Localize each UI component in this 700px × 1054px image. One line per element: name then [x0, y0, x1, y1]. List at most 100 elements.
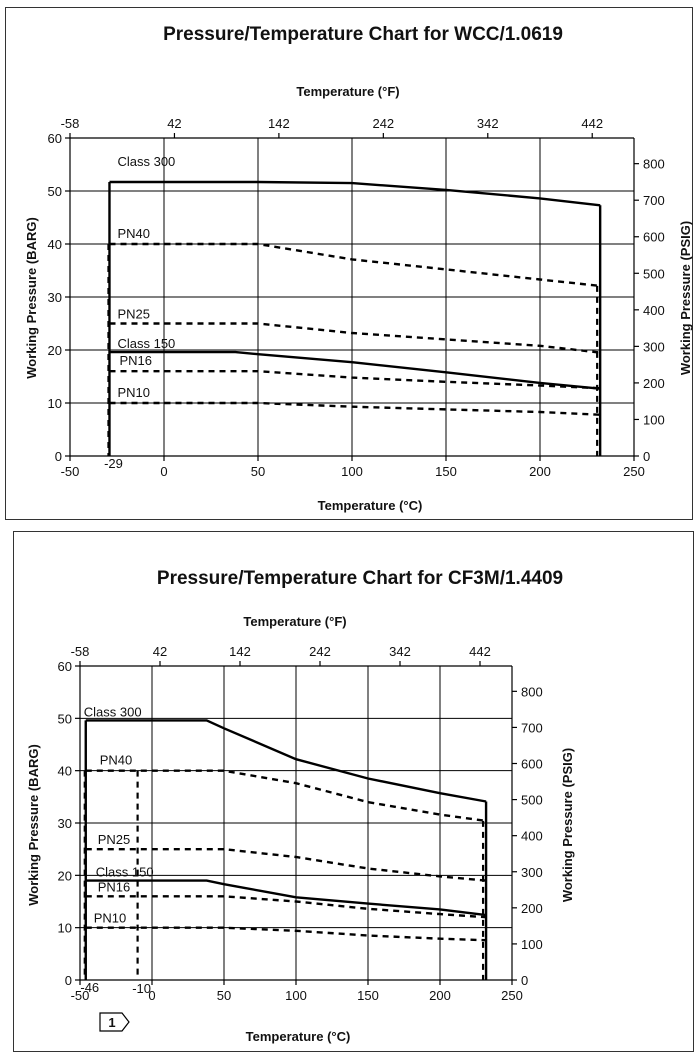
- chart-title: Pressure/Temperature Chart for WCC/1.061…: [163, 24, 563, 45]
- y2-tick-label: 200: [521, 901, 543, 916]
- y2-tick-label: 0: [643, 449, 650, 464]
- y2-tick-label: 700: [521, 720, 543, 735]
- y-tick-label: 40: [58, 764, 72, 779]
- x2-tick-label: -58: [71, 644, 90, 659]
- series-label-pn40: PN40: [117, 226, 150, 241]
- series-label-class-300: Class 300: [84, 704, 142, 719]
- series-line-pn16: [85, 895, 487, 919]
- x2-tick-label: 242: [309, 644, 331, 659]
- series-label-pn10: PN10: [117, 385, 150, 400]
- top-axis-title: Temperature (°F): [296, 84, 399, 99]
- x-tick-label: 100: [341, 464, 363, 479]
- right-axis-title: Working Pressure (PSIG): [560, 748, 575, 902]
- series-line-pn25: [109, 322, 601, 354]
- left-axis-title: Working Pressure (BARG): [24, 217, 39, 379]
- y-tick-label: 20: [48, 343, 62, 358]
- series-label-pn16: PN16: [119, 353, 152, 368]
- min-temp-label: -46: [80, 980, 99, 995]
- series-label-pn40: PN40: [100, 753, 133, 768]
- series-line-pn16: [109, 370, 601, 390]
- y-tick-label: 40: [48, 237, 62, 252]
- y-tick-label: 20: [58, 868, 72, 883]
- chart-frame: [13, 531, 694, 1052]
- y2-tick-label: 400: [521, 829, 543, 844]
- series-label-pn25: PN25: [98, 832, 131, 847]
- x-tick-label: 200: [529, 464, 551, 479]
- series-line-class-150: [85, 879, 487, 917]
- x-tick-label: 0: [148, 988, 155, 1003]
- y2-tick-label: 600: [521, 757, 543, 772]
- x-tick-label: 150: [435, 464, 457, 479]
- y2-tick-label: 200: [643, 376, 665, 391]
- y-tick-label: 60: [58, 659, 72, 674]
- chart-wcc: Pressure/Temperature Chart for WCC/1.061…: [5, 7, 693, 520]
- y2-tick-label: 300: [521, 865, 543, 880]
- y-tick-label: 0: [55, 449, 62, 464]
- x2-tick-label: 142: [229, 644, 251, 659]
- y2-tick-label: 500: [643, 266, 665, 281]
- series-label-class-300: Class 300: [117, 154, 175, 169]
- y-tick-label: 10: [58, 921, 72, 936]
- y2-tick-label: 100: [643, 412, 665, 427]
- x2-tick-label: 442: [469, 644, 491, 659]
- y2-tick-label: 800: [521, 684, 543, 699]
- series-label-class-150: Class 150: [117, 336, 175, 351]
- series-label-pn16: PN16: [98, 879, 131, 894]
- note-marker-box: [99, 1012, 130, 1032]
- x2-tick-label: 342: [477, 116, 499, 131]
- y-tick-label: 50: [58, 711, 72, 726]
- bottom-axis-title: Temperature (°C): [246, 1029, 351, 1044]
- x2-tick-label: 342: [389, 644, 411, 659]
- y-tick-label: 30: [48, 290, 62, 305]
- series-line-class-300: [109, 180, 601, 207]
- min-temp-label: -29: [104, 456, 123, 471]
- x-tick-label: 100: [285, 988, 307, 1003]
- x-tick-label: -50: [71, 988, 90, 1003]
- series-line-pn25: [85, 848, 487, 882]
- x-tick-label: 200: [429, 988, 451, 1003]
- x-tick-label: -50: [61, 464, 80, 479]
- y2-tick-label: 800: [643, 157, 665, 172]
- chart-frame: [5, 7, 693, 520]
- series-line-pn40: [85, 769, 487, 823]
- series-label-pn25: PN25: [117, 307, 150, 322]
- x2-tick-label: 42: [153, 644, 167, 659]
- x-tick-label: 50: [251, 464, 265, 479]
- x-tick-label: 250: [623, 464, 645, 479]
- y2-tick-label: 0: [521, 973, 528, 988]
- secondary-temp-label: -10: [132, 981, 151, 996]
- y2-tick-label: 100: [521, 937, 543, 952]
- y-tick-label: 0: [65, 973, 72, 988]
- y2-tick-label: 400: [643, 303, 665, 318]
- y-tick-label: 30: [58, 816, 72, 831]
- x-tick-label: 0: [160, 464, 167, 479]
- right-axis-title: Working Pressure (PSIG): [678, 221, 693, 375]
- x-tick-label: 250: [501, 988, 523, 1003]
- top-axis-title: Temperature (°F): [243, 614, 346, 629]
- series-label-pn10: PN10: [94, 911, 127, 926]
- y-tick-label: 10: [48, 396, 62, 411]
- left-axis-title: Working Pressure (BARG): [26, 744, 41, 906]
- chart-title: Pressure/Temperature Chart for CF3M/1.44…: [157, 568, 563, 589]
- x-tick-label: 50: [217, 988, 231, 1003]
- y2-tick-label: 600: [643, 230, 665, 245]
- y2-tick-label: 300: [643, 339, 665, 354]
- y2-tick-label: 700: [643, 193, 665, 208]
- x-tick-label: 150: [357, 988, 379, 1003]
- series-line-pn10: [109, 401, 601, 416]
- y-tick-label: 60: [48, 131, 62, 146]
- x2-tick-label: 42: [167, 116, 181, 131]
- series-line-class-300: [85, 719, 487, 803]
- y-tick-label: 50: [48, 184, 62, 199]
- x2-tick-label: -58: [61, 116, 80, 131]
- series-line-pn40: [109, 242, 601, 288]
- bottom-axis-title: Temperature (°C): [318, 498, 423, 513]
- series-line-pn10: [85, 926, 487, 942]
- x2-tick-label: 142: [268, 116, 290, 131]
- series-label-class-150: Class 150: [96, 865, 154, 880]
- series-line-class-150: [109, 350, 601, 390]
- y2-tick-label: 500: [521, 793, 543, 808]
- x2-tick-label: 242: [372, 116, 394, 131]
